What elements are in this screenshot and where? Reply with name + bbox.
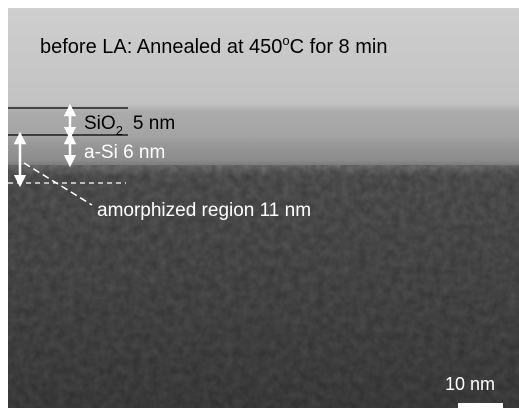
label-text: SiO bbox=[84, 113, 116, 134]
title: before LA: Annealed at 450oC for 8 min bbox=[40, 33, 387, 58]
page: before LA: Annealed at 450oC for 8 min S… bbox=[0, 0, 519, 408]
title-text: before LA: Annealed at 450 bbox=[40, 36, 282, 58]
asi-label: a-Si 6 nm bbox=[84, 142, 165, 163]
label-text: 5 nm bbox=[133, 113, 175, 134]
title-sup: o bbox=[282, 33, 289, 48]
micrograph: before LA: Annealed at 450oC for 8 min S… bbox=[0, 0, 519, 408]
label-sub: 2 bbox=[116, 123, 123, 138]
title-text: C for 8 min bbox=[290, 36, 388, 58]
scale-bar bbox=[458, 403, 503, 408]
amorphized-label: amorphized region 11 nm bbox=[97, 200, 311, 221]
scale-label: 10 nm bbox=[445, 374, 495, 394]
